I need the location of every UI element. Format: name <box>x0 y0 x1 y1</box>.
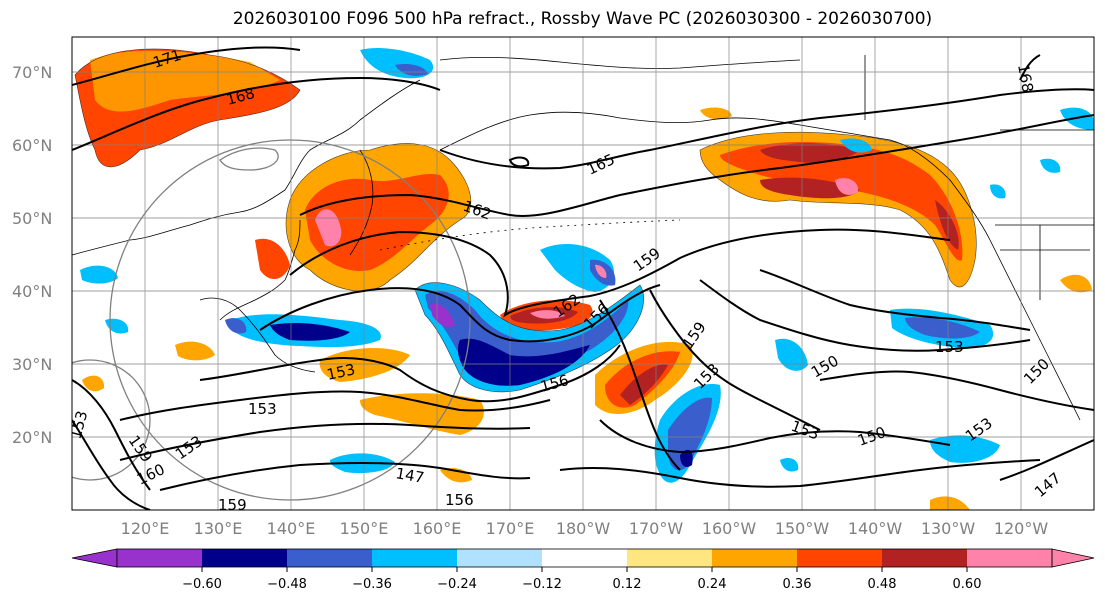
lon-label: 140°E <box>267 519 316 538</box>
height-contours <box>72 46 1094 510</box>
contour-label: 156 <box>445 491 474 509</box>
lon-label: 160°W <box>702 519 757 538</box>
lon-label: 120°E <box>121 519 170 538</box>
reference-circles <box>72 139 471 501</box>
lat-label: 60°N <box>12 136 52 155</box>
colorbar-tick-label: 0.60 <box>953 577 982 592</box>
japan-coast <box>219 219 301 321</box>
map-frame <box>71 36 1095 511</box>
lon-label: 140°W <box>848 519 903 538</box>
colorbar-segment <box>967 549 1052 567</box>
contour-168 <box>72 76 441 151</box>
colorbar-tick-label: −0.24 <box>437 577 477 592</box>
lat-label: 20°N <box>12 428 52 447</box>
colorbar-segment-right-extension <box>1051 548 1095 568</box>
lon-label: 170°W <box>629 519 684 538</box>
latitude-labels: 70°N 60°N 50°N 40°N 30°N 20°N <box>12 63 52 447</box>
colorbar-tick-label: 0.12 <box>613 577 642 592</box>
colorbar-segment <box>712 549 797 567</box>
contour-label: 168 <box>1014 63 1037 94</box>
fill-outlines <box>74 48 977 393</box>
alaska-coast <box>439 111 991 241</box>
colorbar-segment <box>372 549 457 567</box>
contour-165 <box>439 88 1094 170</box>
lat-label: 50°N <box>12 209 52 228</box>
map-panel: 171 168 165 162 159 162 156 159 153 156 … <box>71 36 1095 514</box>
colorbar-segment <box>542 549 627 567</box>
colorbar-frame <box>116 548 1053 568</box>
colorbar-segment <box>797 549 882 567</box>
lon-label: 170°E <box>486 519 535 538</box>
colorbar-tick-label: 0.48 <box>868 577 897 592</box>
lon-label: 130°W <box>921 519 976 538</box>
asia-coast <box>72 79 421 256</box>
colorbar-segment <box>287 549 372 567</box>
contour-171 <box>72 46 301 86</box>
longitude-labels: 120°E 130°E 140°E 150°E 160°E 170°E 180°… <box>121 519 1049 538</box>
colorbar-tick-label: −0.60 <box>182 577 222 592</box>
lat-label: 70°N <box>12 63 52 82</box>
contour-label: 147 <box>394 464 425 487</box>
reference-circle-large <box>109 139 471 501</box>
colorbar-segment <box>882 549 967 567</box>
lat-label: 40°N <box>12 282 52 301</box>
contour-label: 153 <box>248 400 277 418</box>
reference-circle-small <box>72 359 151 481</box>
colorbar-tick-label: −0.12 <box>522 577 562 592</box>
coastlines <box>72 55 1094 421</box>
lat-label: 30°N <box>12 355 52 374</box>
contour-156 <box>259 284 661 343</box>
colorbar-segment <box>117 549 202 567</box>
positive-refractivity-areas <box>75 49 1092 510</box>
lon-label: 150°W <box>775 519 830 538</box>
colorbar-segment <box>627 549 712 567</box>
lon-label: 150°E <box>340 519 389 538</box>
lon-label: 120°W <box>994 519 1049 538</box>
lon-label: 130°E <box>194 519 243 538</box>
colorbar-segment <box>202 549 287 567</box>
colorbar-tick-label: −0.48 <box>267 577 307 592</box>
lon-label: 180°W <box>556 519 611 538</box>
contour-label: 153 <box>325 360 357 384</box>
contour-label: 159 <box>218 496 247 514</box>
kamchatka-coast <box>349 149 374 256</box>
map-title: 2026030100 F096 500 hPa refract., Rossby… <box>232 9 933 29</box>
colorbar-segment <box>457 549 542 567</box>
contour-159 <box>289 228 951 318</box>
colorbar-tick-label: 0.36 <box>783 577 812 592</box>
colorbar-tick-label: −0.36 <box>352 577 392 592</box>
colorbar-segment-left-extension <box>71 548 118 568</box>
north-america-coast <box>989 239 1081 421</box>
colorbar: −0.60 −0.48 −0.36 −0.24 −0.12 0.12 0.24 … <box>71 548 1095 592</box>
contour-162 <box>299 114 1094 217</box>
lon-label: 160°E <box>413 519 462 538</box>
contour-label: 153 <box>935 338 964 356</box>
colorbar-tick-label: 0.24 <box>698 577 727 592</box>
